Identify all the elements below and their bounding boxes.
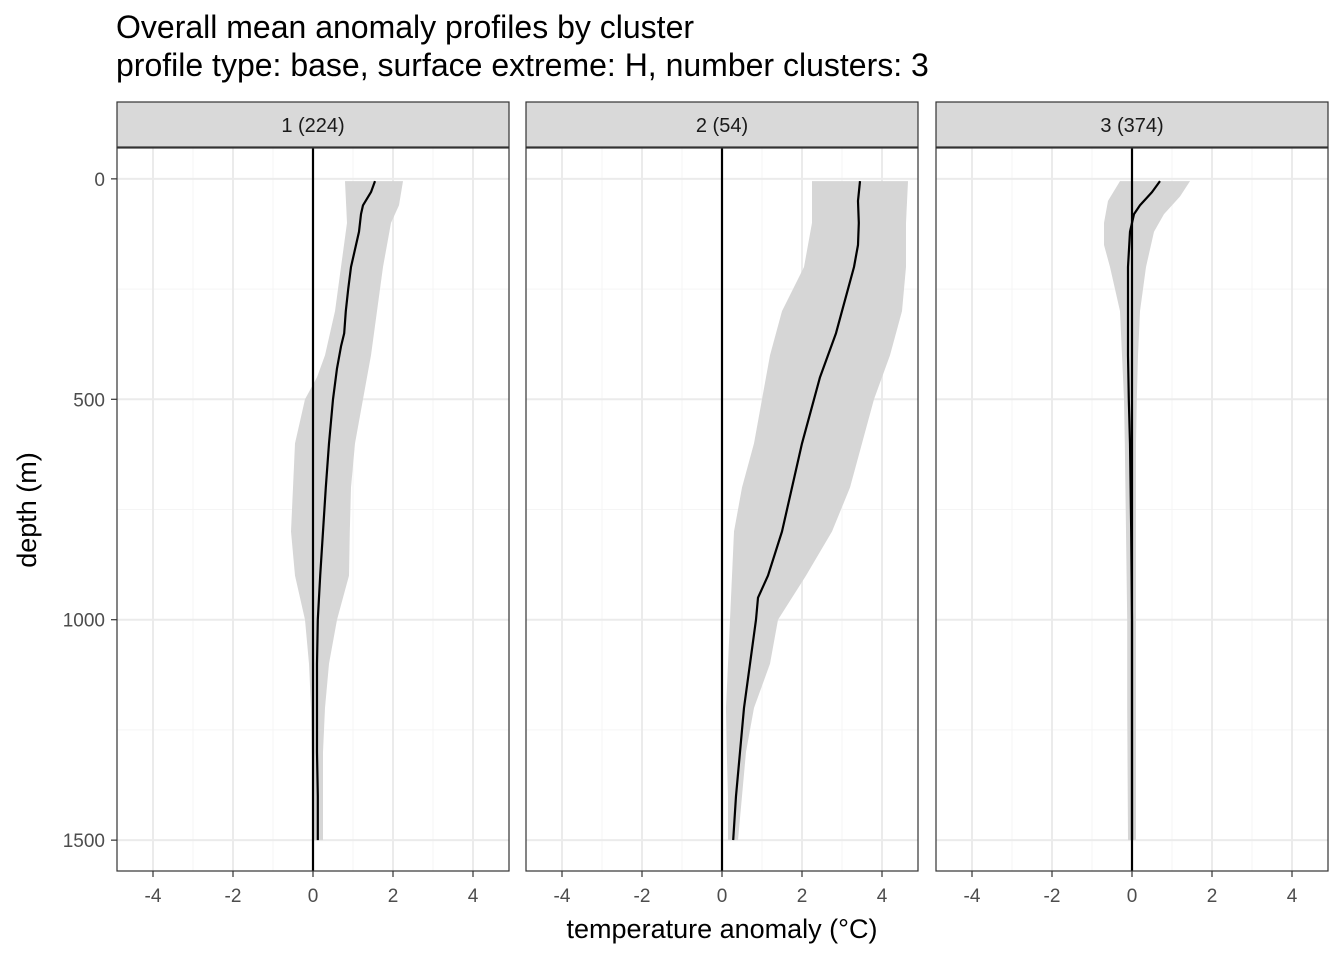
chart-title-block: Overall mean anomaly profiles by cluster…: [116, 8, 929, 84]
x-tick-label: -4: [964, 886, 981, 907]
y-tick-label: 500: [73, 390, 105, 411]
y-axis-title: depth (m): [12, 452, 42, 568]
x-tick-label: 2: [797, 886, 808, 907]
x-tick-label: -2: [634, 886, 651, 907]
x-tick-label: 4: [468, 886, 479, 907]
facet-strip-label: 1 (224): [281, 115, 344, 137]
chart-subtitle: profile type: base, surface extreme: H, …: [116, 47, 929, 83]
spread-ribbon: [291, 181, 403, 841]
spread-ribbon: [1104, 181, 1190, 841]
x-tick-label: 2: [1207, 886, 1218, 907]
facet-panel-3: 3 (374) -4 -2 0 2 4: [935, 101, 1329, 907]
x-tick-label: 4: [1287, 886, 1298, 907]
x-tick-label: -2: [1044, 886, 1061, 907]
chart-title: Overall mean anomaly profiles by cluster: [116, 9, 695, 45]
mean-profile-line: [732, 180, 862, 841]
mean-profile-line: [315, 180, 377, 841]
x-tick-label: 2: [388, 886, 399, 907]
y-tick-label: 1000: [63, 611, 105, 632]
facet-panel-2: 2 (54) -4 -2 0 2 4: [525, 101, 919, 907]
x-tick-label: 0: [1127, 886, 1138, 907]
facet-strip-label: 3 (374): [1100, 115, 1163, 137]
x-tick-label: 0: [308, 886, 319, 907]
mean-profile-line: [1126, 180, 1161, 841]
x-axis-title: temperature anomaly (°C): [567, 914, 878, 944]
y-tick-label: 1500: [63, 831, 105, 852]
facet-panel-1: 1 (224) -4 -2 0 2 4 0 500 1000 1500: [63, 101, 510, 907]
spread-ribbon: [726, 181, 908, 841]
x-tick-label: -4: [554, 886, 571, 907]
facet-strip: [525, 101, 919, 148]
facet-strip: [116, 101, 510, 148]
x-tick-label: 4: [877, 886, 888, 907]
x-tick-label: -2: [225, 886, 242, 907]
facet-strip: [935, 101, 1329, 148]
x-tick-label: 0: [717, 886, 728, 907]
facet-strip-label: 2 (54): [696, 115, 748, 137]
x-tick-label: -4: [145, 886, 162, 907]
y-tick-label: 0: [94, 170, 105, 191]
